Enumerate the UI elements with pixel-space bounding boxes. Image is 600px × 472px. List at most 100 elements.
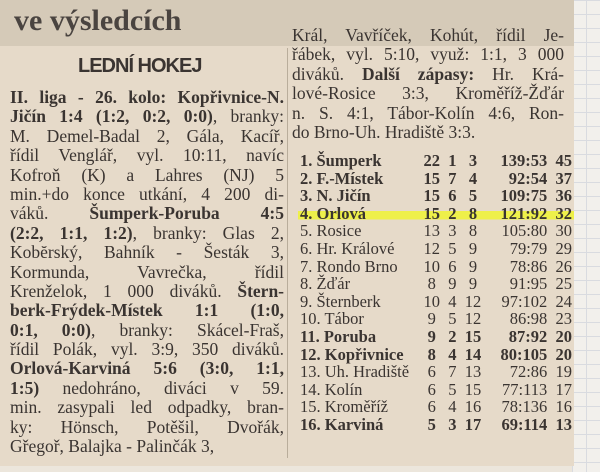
text-line: berk-Frýdek-Místek 1:1 (1:0, (10, 301, 284, 320)
team-name: 6. Hr. Králové (300, 238, 395, 258)
text: Krenželok, 1 000 diváků. (10, 280, 238, 301)
standings-row: 13. Uh. Hradiště 6 7 13 72:86 19 (298, 363, 574, 381)
draws: 5 (448, 379, 457, 399)
text: , branky: (212, 106, 284, 127)
graph-paper-background (572, 0, 600, 472)
draws: 4 (448, 291, 457, 311)
text-line: Gřegoř, Balajka - Palinčák 3, (10, 436, 284, 456)
goal-score: 109:75 (500, 186, 548, 206)
text-line: řídil Venglář, vyl. 10:11, navíc (10, 145, 284, 166)
losses: 15 (464, 326, 482, 346)
text: ky: Hönsch, Potěšil, Dvořák, (10, 416, 284, 437)
text: řídil Polák, vyl. 3:9, 350 diváků. (10, 339, 284, 360)
draws: 6 (448, 256, 457, 276)
text-line: min.+do konce utkání, 4 200 di- (10, 184, 284, 204)
wins: 8 (427, 344, 436, 364)
wins: 6 (427, 362, 436, 382)
team-name: 7. Rondo Brno (300, 256, 398, 276)
standings-row: 16. Karviná 5 3 17 69:114 13 (298, 416, 574, 434)
text: min. zasypali led odpadky, bran- (10, 397, 284, 418)
draws: 2 (442, 205, 463, 223)
draws: 3 (448, 414, 457, 434)
points: 13 (555, 414, 573, 434)
standings-row: 8. Žďár 8 9 9 91:95 25 (298, 275, 574, 293)
wins: 15 (423, 186, 440, 206)
draws: 7 (448, 362, 457, 382)
text-line: M. Demel-Badal 2, Gála, Kacíř, (10, 125, 284, 146)
team-name: 10. Tábor (300, 309, 364, 329)
losses: 4 (468, 168, 478, 188)
text-line: Kormunda, Vavrečka, řídil (10, 261, 284, 282)
left-column-text: II. liga - 26. kolo: Kopřivnice-N. Jičín … (10, 87, 284, 456)
points: 29 (555, 238, 573, 258)
bold-text: 0:1, 0:0) (10, 319, 91, 340)
bold-text: Orlová-Karviná 5:6 (3:0, 1:1, (10, 358, 284, 379)
text-line: (2:2, 1:1, 1:2), branky: Glas 2, (10, 223, 284, 243)
wins: 9 (427, 326, 436, 346)
text-line: min. zasypali led odpadky, bran- (10, 398, 284, 417)
standings-row: 5. Rosice 13 3 8 105:80 30 (298, 222, 574, 240)
wins: 6 (427, 379, 436, 399)
goal-score: 92:54 (508, 168, 548, 188)
wins: 10 (423, 291, 440, 311)
points: 30 (555, 221, 573, 241)
right-column-text: Král, Vavříček, Kohút, řídil Je-řábek, v… (292, 25, 565, 142)
standings-row: 10. Tábor 9 5 12 86:98 23 (298, 310, 574, 328)
bold-text: Štern- (237, 280, 284, 301)
text: Kobĕrský, Bahník - Šesták 3, (10, 242, 284, 263)
text: váků. (10, 203, 90, 224)
losses: 17 (464, 414, 482, 434)
points: 37 (555, 168, 573, 188)
standings-row: 6. Hr. Králové 12 5 9 79:79 29 (298, 240, 574, 258)
bold-text: 1:5) (10, 377, 40, 398)
draws: 7 (448, 168, 457, 188)
goal-score: 105:80 (501, 221, 548, 241)
text-line: lové-Rosice 3:3, Kroměříž-Žďár (292, 83, 564, 104)
text-line: Jičín 1:4 (1:2, 0:2, 0:0), branky: (10, 107, 284, 126)
text-line: Krenželok, 1 000 diváků. Štern- (10, 280, 284, 301)
wins: 12 (423, 238, 440, 258)
standings-row: 12. Kopřivnice 8 4 14 80:105 20 (298, 344, 574, 364)
losses: 12 (464, 291, 482, 311)
text: Kormunda, Vavrečka, řídil (10, 261, 284, 282)
text: M. Demel-Badal 2, Gála, Kacíř, (10, 125, 284, 146)
goal-score: 86:98 (509, 309, 548, 329)
team-name: 5. Rosice (300, 221, 362, 241)
wins: 13 (423, 221, 440, 241)
text: řídil Venglář, vyl. 10:11, navíc (10, 145, 284, 166)
section-title: LEDNÍ HOKEJ (78, 55, 202, 77)
points: 36 (555, 186, 573, 206)
wins: 10 (423, 256, 440, 276)
text-line: ky: Hönsch, Potěšil, Dvořák, (10, 416, 284, 437)
team-name: 2. F.-Místek (300, 168, 384, 188)
text-line: Orlová-Karviná 5:6 (3:0, 1:1, (10, 359, 284, 378)
wins: 15 (423, 168, 440, 188)
standings-row: 4. Orlová 15 2 8 121:92 32 (298, 205, 574, 223)
losses: 8 (468, 221, 478, 241)
text-line: II. liga - 26. kolo: Kopřivnice-N. (10, 87, 284, 107)
draws: 9 (448, 274, 457, 294)
points: 24 (555, 291, 573, 311)
team-name: 1. Šumperk (300, 151, 382, 170)
text: lové-Rosice 3:3, Kroměříž-Žďár (292, 83, 564, 104)
text-line: diváků. Další zápasy: Hr. Krá- (292, 63, 565, 84)
team-name: 15. Kroměříž (300, 397, 388, 417)
draws: 4 (448, 344, 457, 364)
bold-text: Další zápasy: (361, 63, 475, 84)
team-name: 8. Žďár (300, 274, 351, 294)
draws: 5 (448, 238, 457, 258)
text-line: n. S. 4:1, Tábor-Kolín 4:6, Ron- (292, 103, 564, 123)
text: do Brno-Uh. Hradiště 3:3. (292, 121, 476, 142)
team-name: 11. Poruba (300, 326, 377, 346)
losses: 9 (468, 274, 478, 294)
team-name: 12. Kopřivnice (300, 344, 404, 364)
team-name: 4. Orlová (298, 205, 421, 223)
standings-row: 9. Šternberk 10 4 12 97:102 24 (298, 293, 574, 311)
losses: 13 (464, 362, 482, 382)
bold-text: II. liga - 26. kolo: Kopřivnice-N. (10, 87, 284, 107)
losses: 8 (462, 205, 484, 223)
text: Hr. Krá- (474, 63, 565, 84)
goal-score: 139:53 (500, 151, 548, 170)
losses: 14 (464, 344, 482, 364)
draws: 6 (448, 186, 457, 206)
